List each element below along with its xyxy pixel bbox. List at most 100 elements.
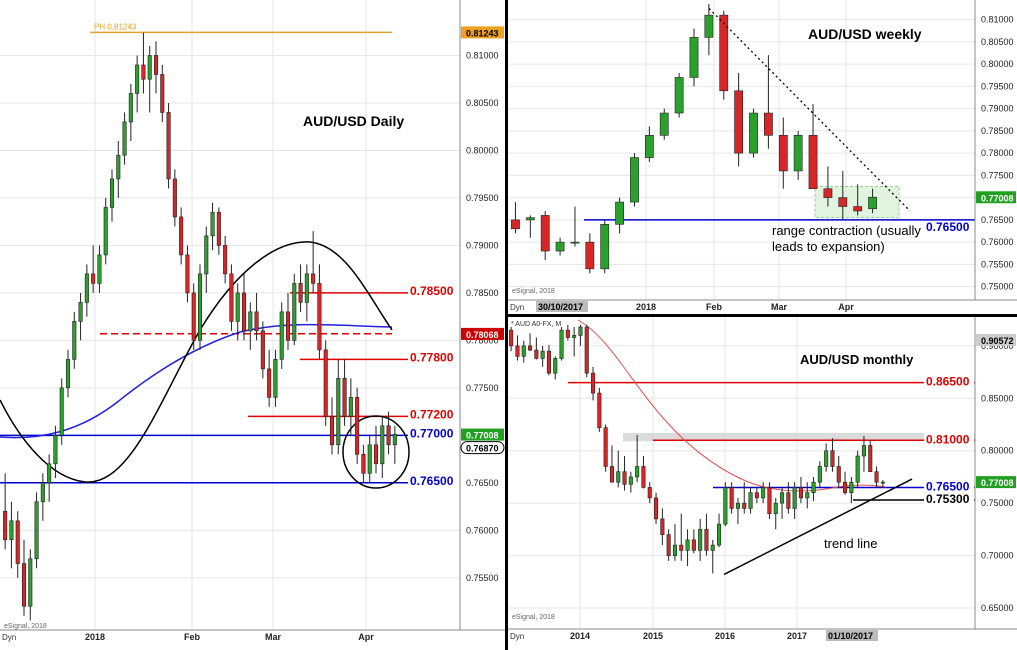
m-xtick-label: 2015 — [643, 631, 663, 641]
m-candle-body — [861, 445, 866, 457]
daily-highlight-ellipse — [342, 415, 410, 489]
monthly-level-label-bg — [924, 491, 974, 506]
w-price-tag-bg — [976, 191, 1016, 204]
d-candle-body — [34, 501, 39, 560]
d-candle-body — [279, 311, 284, 360]
d-price-tag: 0.78068 — [466, 330, 499, 340]
d-candle-body — [285, 311, 291, 341]
d-candle-body — [386, 425, 391, 446]
m-candle-body — [729, 487, 734, 509]
m-candle-body — [710, 544, 715, 551]
m-candle-body — [868, 445, 873, 473]
monthly-resistance-band — [623, 432, 975, 442]
d-candle-body — [153, 55, 159, 75]
d-ytick-label: 0.80000 — [466, 145, 499, 155]
d-candle-body — [392, 434, 397, 446]
weekly-chart-panel: 0.76500 0.81000 0.80500 0.80000 0.79500 0.79… — [508, 0, 1017, 314]
d-candle-body — [380, 425, 385, 465]
monthly-level-label: 0.75300 — [926, 492, 970, 506]
d-candle-body — [348, 397, 353, 417]
panel-divider-horizontal — [508, 314, 1017, 317]
d-candle-body — [355, 397, 360, 455]
daily-source: eSignal, 2018 — [4, 623, 47, 630]
m-price-tag: 0.77008 — [981, 478, 1014, 488]
m-ytick-label: 0.65000 — [981, 603, 1014, 613]
w-candle-body — [793, 135, 803, 172]
d-candle-body — [21, 563, 27, 607]
w-ytick-label: 0.75000 — [981, 282, 1014, 292]
w-ytick-label: 0.78500 — [981, 126, 1014, 136]
weekly-title: AUD/USD weekly — [808, 26, 922, 42]
m-candle-body — [742, 502, 747, 509]
m-candle-body — [698, 529, 703, 551]
w-candle-body — [540, 215, 550, 252]
m-candle-body — [546, 350, 551, 374]
m-candle-body — [786, 492, 791, 509]
w-candle-body — [689, 37, 699, 78]
m-candle-body — [855, 455, 860, 483]
d-candle-body — [65, 359, 71, 389]
w-candle-body — [555, 241, 565, 252]
daily-level-label: 0.77200 — [410, 407, 454, 421]
d-price-tag-bg — [461, 26, 504, 39]
m-candle-body — [805, 492, 810, 499]
d-candle-body — [84, 273, 89, 303]
m-candle-body — [717, 523, 722, 546]
w-candle-body — [585, 241, 595, 270]
daily-level-label: 0.77800 — [410, 350, 454, 364]
m-candle-body — [660, 518, 665, 535]
m-candle-body — [641, 466, 646, 488]
d-candle-body — [304, 273, 309, 303]
w-candle-body — [659, 112, 669, 136]
w-ytick-label: 0.77500 — [981, 170, 1014, 180]
m-candle-body — [672, 544, 677, 556]
w-candle-body — [868, 196, 877, 210]
w-corner-label: Dyn — [510, 303, 524, 312]
d-candle-body — [128, 93, 133, 123]
w-candle-body — [615, 201, 624, 225]
d-candle-body — [197, 273, 203, 341]
d-candle-body — [229, 273, 234, 322]
d-xtick-label: 2018 — [85, 632, 105, 642]
w-ytick-label: 0.80500 — [981, 37, 1014, 47]
m-candle-body — [603, 427, 608, 467]
m-candle-body — [767, 487, 772, 514]
m-price-tag-bg — [976, 476, 1016, 489]
monthly-trend-line — [723, 478, 913, 576]
daily-level-label-bg — [408, 283, 460, 298]
d-price-tag: 0.81243 — [466, 28, 499, 38]
m-candle-body — [591, 372, 596, 394]
m-candle-body — [584, 326, 589, 374]
m-candle-body — [761, 487, 766, 499]
m-ytick-label: 0.85000 — [981, 393, 1014, 403]
w-candle-body — [749, 112, 758, 154]
m-ytick-label: 0.75000 — [981, 498, 1014, 508]
w-candle-body — [778, 135, 788, 172]
w-candle-body — [734, 90, 744, 154]
daily-ma-black-line — [0, 241, 393, 483]
w-xtick-label: Apr — [838, 302, 854, 312]
d-candle-body — [179, 216, 184, 256]
d-candle-body — [317, 283, 322, 351]
d-candle-body — [292, 283, 297, 341]
d-candle-body — [210, 211, 215, 237]
d-candle-body — [116, 154, 121, 180]
d-ytick-label: 0.80500 — [466, 98, 499, 108]
m-candle-body — [780, 492, 785, 504]
m-candle-body — [685, 539, 690, 551]
w-candle-body — [764, 112, 773, 136]
w-candle-body — [511, 219, 520, 230]
w-candle-body — [719, 14, 729, 92]
m-candle-body — [628, 476, 633, 485]
m-candle-body — [647, 487, 652, 499]
d-candle-body — [72, 321, 77, 360]
d-candle-body — [191, 292, 196, 341]
monthly-annotation: trend line — [824, 536, 877, 551]
w-candle-body — [674, 77, 684, 114]
m-candle-body — [521, 345, 526, 357]
w-price-tag: 0.77008 — [981, 193, 1014, 203]
m-candle-body — [616, 471, 621, 483]
w-candle-body — [570, 241, 580, 244]
m-price-tag-bg — [976, 333, 1016, 346]
m-candle-body — [553, 358, 558, 374]
